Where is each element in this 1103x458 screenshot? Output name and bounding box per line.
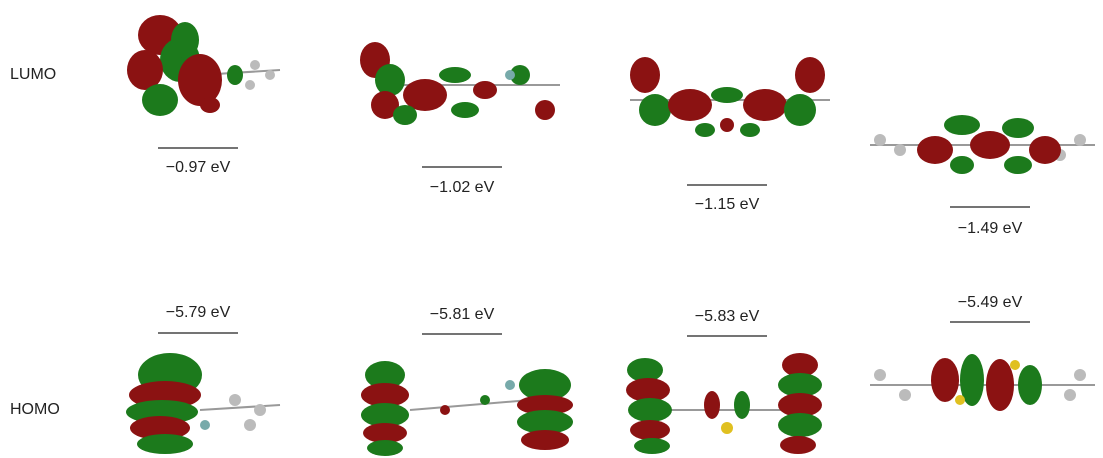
homo-molecule-3 <box>626 353 822 454</box>
energy-label: −5.81 eV <box>430 306 495 323</box>
energy-label: −1.15 eV <box>695 196 760 213</box>
lumo-molecule-2 <box>360 42 560 125</box>
homo-molecule-1 <box>126 353 280 454</box>
homo-molecule-4 <box>870 354 1095 411</box>
homo-molecule-2 <box>361 361 573 456</box>
lumo-molecule-4 <box>870 115 1095 174</box>
energy-label: −5.83 eV <box>695 308 760 325</box>
lumo-molecule-3 <box>630 57 830 137</box>
row-label: LUMO <box>10 66 56 83</box>
energy-label: −1.02 eV <box>430 179 495 196</box>
row-label: HOMO <box>10 401 60 418</box>
orbital-figure: LUMO HOMO −0.97 eV −1.02 eV −1.15 eV −1.… <box>0 0 1103 458</box>
lumo-molecule-1 <box>127 15 280 116</box>
energy-label: −5.49 eV <box>958 294 1023 311</box>
energy-label: −1.49 eV <box>958 220 1023 237</box>
energy-label: −0.97 eV <box>166 159 231 176</box>
energy-label: −5.79 eV <box>166 304 231 321</box>
